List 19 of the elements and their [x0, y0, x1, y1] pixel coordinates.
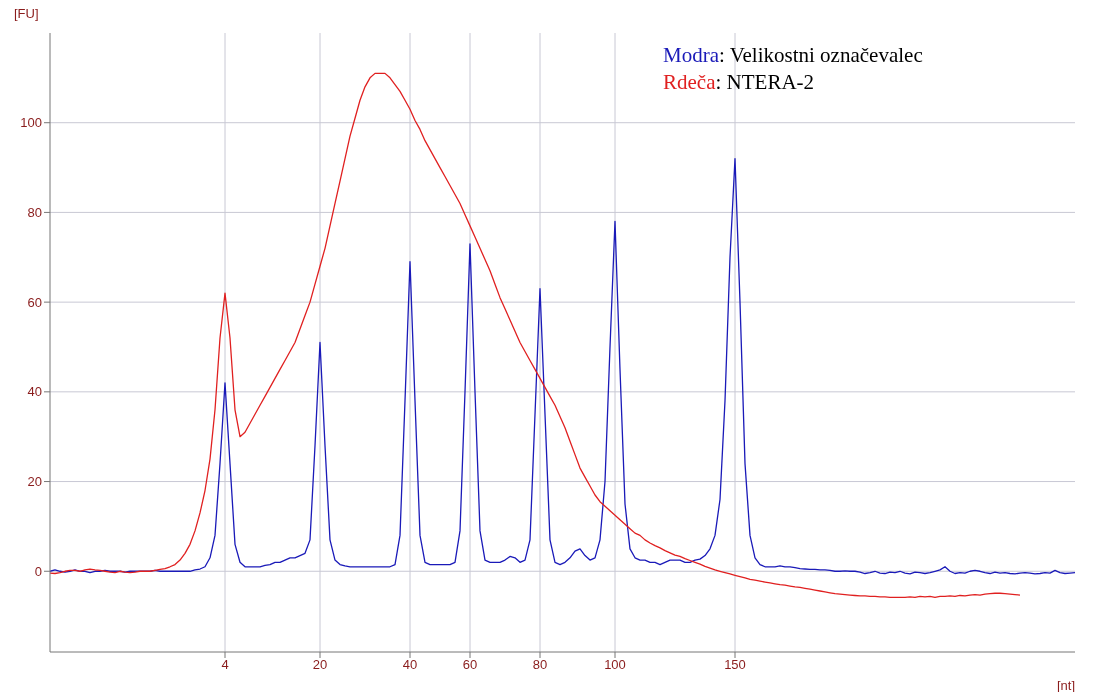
x-tick-label: 40 — [402, 657, 418, 673]
y-tick-label: 20 — [27, 474, 42, 490]
line-series — [50, 72, 1021, 598]
y-tick-label: 100 — [20, 115, 42, 131]
x-tick-label: 80 — [532, 657, 548, 673]
y-tick-label: 80 — [27, 205, 42, 221]
x-axis-title: [nt] — [1056, 678, 1075, 693]
line-series — [50, 157, 1075, 575]
x-tick-label: 20 — [312, 657, 328, 673]
x-tick-label: 100 — [604, 657, 626, 673]
text: Modra: Velikostni označevalec — [663, 43, 923, 67]
x-tick-label: 4 — [221, 657, 229, 673]
x-tick-label: 150 — [724, 657, 746, 673]
x-tick-label: 60 — [462, 657, 478, 673]
y-tick-label: 60 — [27, 294, 42, 310]
y-axis-title: [FU] — [14, 6, 39, 22]
y-tick-label: 0 — [34, 563, 42, 579]
y-tick-label: 40 — [27, 384, 42, 400]
text: Rdeča: NTERA-2 — [663, 70, 815, 94]
